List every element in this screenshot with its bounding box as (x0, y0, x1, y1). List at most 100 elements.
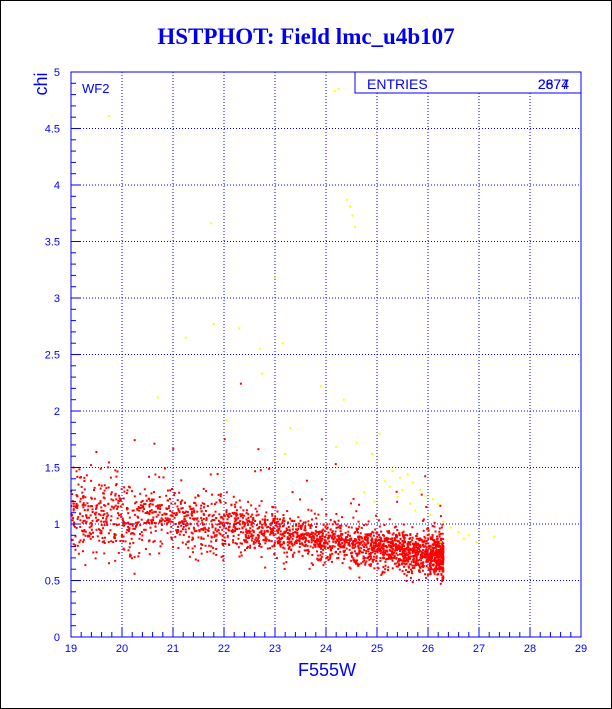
data-point (378, 550, 381, 553)
data-point (441, 532, 444, 535)
data-point (211, 526, 214, 529)
data-point (318, 558, 321, 561)
data-point (395, 557, 398, 560)
data-point (393, 537, 396, 540)
data-point (402, 536, 405, 539)
data-point (388, 518, 391, 521)
data-point (388, 541, 391, 544)
data-point (397, 544, 400, 547)
data-point (181, 520, 184, 523)
data-point (320, 531, 323, 534)
data-point (216, 530, 219, 533)
data-point (278, 525, 281, 528)
data-point (74, 535, 77, 538)
data-point (234, 517, 237, 520)
data-point (331, 552, 334, 555)
data-point (172, 545, 175, 548)
data-point (310, 531, 313, 534)
data-point (323, 546, 326, 549)
data-point (95, 506, 98, 509)
data-point (79, 497, 82, 500)
data-point (407, 551, 410, 554)
data-point (320, 544, 323, 547)
data-point (431, 534, 434, 537)
data-point (74, 544, 77, 547)
data-point (299, 519, 302, 522)
data-point (356, 554, 359, 557)
data-point (343, 554, 346, 557)
data-point (223, 524, 226, 527)
data-point (325, 513, 328, 516)
data-point (404, 560, 407, 563)
data-point (288, 538, 291, 541)
data-point (439, 504, 442, 507)
data-point (150, 531, 153, 534)
data-point (403, 548, 406, 551)
data-point (424, 555, 427, 558)
data-point (305, 532, 308, 535)
data-point (371, 551, 374, 554)
data-point (239, 506, 242, 509)
data-point (380, 539, 383, 542)
data-point (288, 542, 291, 545)
data-point (270, 531, 273, 534)
data-point (339, 550, 342, 553)
data-point (149, 502, 152, 505)
data-point (321, 537, 324, 540)
data-point (271, 505, 274, 508)
data-point (123, 486, 126, 489)
data-point (387, 531, 390, 534)
data-point (441, 578, 444, 581)
data-point (236, 513, 239, 516)
data-point (154, 510, 157, 513)
data-point (234, 519, 237, 522)
data-point (244, 540, 247, 543)
data-point (354, 545, 357, 548)
data-point (88, 526, 91, 529)
data-point (395, 543, 398, 546)
x-tick-label: 26 (422, 643, 434, 655)
data-point (274, 533, 277, 536)
data-point (322, 564, 325, 567)
data-point (133, 533, 136, 536)
data-point (440, 548, 443, 551)
data-point (329, 518, 332, 521)
data-point (90, 522, 93, 525)
data-point (273, 541, 276, 544)
data-point (263, 519, 266, 522)
data-point (379, 548, 382, 551)
data-point (441, 523, 444, 526)
data-point (99, 514, 102, 517)
data-point (110, 505, 113, 508)
data-point (218, 523, 221, 526)
data-point (283, 532, 286, 535)
data-point (284, 452, 287, 455)
x-tick-label: 21 (167, 643, 179, 655)
data-point (406, 534, 409, 537)
data-point (225, 513, 228, 516)
data-point (312, 537, 315, 540)
data-point (95, 511, 98, 514)
data-point (386, 540, 389, 543)
data-point (370, 555, 373, 558)
data-point (391, 567, 394, 570)
data-point (103, 489, 106, 492)
data-point (307, 532, 310, 535)
data-point (396, 495, 399, 498)
data-point (408, 563, 411, 566)
data-point (338, 524, 341, 527)
data-point (398, 541, 401, 544)
data-point (426, 527, 429, 530)
data-point (73, 525, 76, 528)
data-point (216, 473, 219, 476)
data-point (431, 543, 434, 546)
data-point (350, 502, 353, 505)
data-point (261, 518, 264, 521)
data-point (112, 523, 115, 526)
data-point (302, 538, 305, 541)
data-point (171, 511, 174, 514)
data-point (297, 525, 300, 528)
data-point (269, 528, 272, 531)
data-point (141, 506, 144, 509)
data-point (391, 537, 394, 540)
